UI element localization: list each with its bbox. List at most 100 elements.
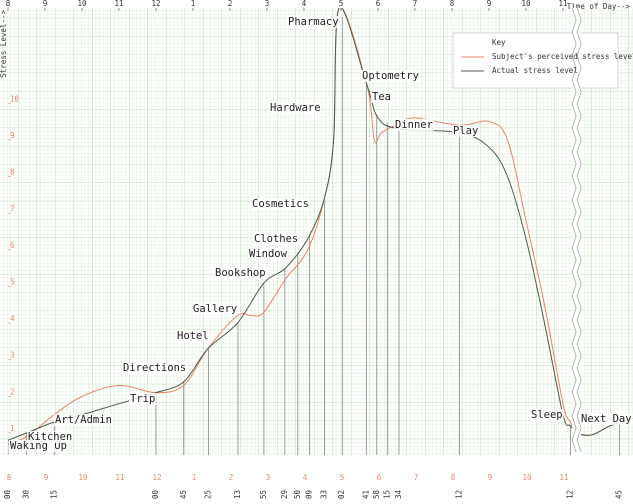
annotation: Optometry [362, 70, 419, 82]
break-zigzag [576, 7, 582, 453]
event-tick-label: 4.33 [319, 490, 328, 500]
x-tick-label: 8 [6, 0, 11, 8]
event-tick-label: 12.00 [151, 490, 160, 500]
x-tick-label: 6 [376, 0, 381, 8]
annotation: Hotel [177, 330, 209, 342]
event-tick-label: 11.12 [565, 490, 574, 500]
event-tick-label: 5.58 [372, 490, 381, 500]
event-tick-label: 8.12 [454, 490, 463, 500]
x-tick-label: 11 [114, 0, 123, 8]
y-tick-label: 9 [10, 131, 15, 140]
event-tick-label: 3.29 [280, 490, 289, 500]
event-tick-label: 5.02 [337, 490, 346, 500]
x-tick-label: 9 [487, 0, 492, 8]
x-tick-label: 10 [521, 0, 531, 8]
annotation-bg [394, 119, 434, 131]
x-tick-label: 12 [151, 0, 160, 8]
x-tick-label: 2 [228, 0, 233, 8]
annotation-bg [287, 16, 340, 28]
event-tick-label: 2.55 [259, 490, 268, 500]
annotation: Clothes [254, 233, 298, 245]
annotation: Next Day [581, 413, 632, 425]
legend-box [452, 32, 619, 89]
event-tick-label: 7.45 [615, 490, 624, 500]
event-tick-label: 6.15 [382, 490, 391, 500]
annotation: Kitchen [28, 431, 72, 443]
annotation-bg [361, 70, 420, 82]
y-tick-label: 3 [10, 351, 15, 360]
annotation: Hardware [270, 102, 321, 114]
x-tick-label-bottom: 9 [44, 473, 49, 482]
x-tick-label-bottom: 1 [192, 473, 197, 482]
x-tick-label: 4 [302, 0, 307, 8]
axis-break [572, 8, 582, 455]
x-tick-label: 8 [450, 0, 455, 8]
event-tick-label: 8.00 [3, 490, 12, 500]
y-tick-label: 7 [10, 204, 15, 213]
y-tick-label: 6 [10, 241, 15, 250]
event-tick-label: 8.30 [22, 490, 31, 500]
x-axis-label: Time of Day--> [567, 2, 631, 11]
annotation: Art/Admin [55, 414, 112, 426]
annotation: Window [249, 248, 288, 260]
x-tick-label-bottom: 8 [7, 473, 12, 482]
x-tick-label: 7 [413, 0, 418, 8]
x-tick-label: 3 [265, 0, 270, 8]
annotation: Directions [123, 362, 186, 374]
x-tick-label-bottom: 9 [488, 473, 493, 482]
legend-title: Key [492, 38, 506, 47]
x-tick-label: 9 [43, 0, 48, 8]
y-tick-label: 4 [10, 314, 15, 323]
event-tick-label: 2.13 [233, 490, 242, 500]
event-tick-label: 9.15 [49, 490, 58, 500]
y-tick-label: 1 [10, 424, 15, 433]
series-line [8, 8, 633, 445]
legend: Key [452, 32, 619, 89]
annotation-bg [530, 409, 564, 421]
y-tick-label: 5 [10, 277, 15, 286]
annotation: Bookshop [215, 267, 266, 279]
x-tick-label-bottom: 4 [303, 473, 308, 482]
event-tick-label: 1.25 [203, 490, 212, 500]
annotation-bg [122, 362, 188, 374]
x-tick-label-bottom: 11 [115, 473, 124, 482]
annotation-bg [54, 414, 113, 426]
annotation: Sleep [531, 409, 563, 421]
x-tick-label-bottom: 5 [340, 473, 345, 482]
annotation-bg [580, 413, 633, 425]
x-tick-label-bottom: 2 [229, 473, 234, 482]
annotation-bg [371, 91, 392, 103]
annotation: Dinner [395, 119, 433, 131]
x-tick-label-bottom: 10 [522, 473, 532, 482]
annotation-bg [176, 330, 210, 342]
annotation: Cosmetics [252, 198, 309, 210]
annotation-bg [192, 303, 239, 315]
x-tick-label: 5 [339, 0, 344, 8]
y-tick-label: 8 [10, 168, 15, 177]
y-tick-label: 2 [10, 387, 15, 396]
annotation: Play [453, 125, 478, 137]
event-tick-label: 4.09 [305, 490, 314, 500]
annotation-bg [129, 393, 157, 405]
annotation: Trip [130, 393, 155, 405]
event-tick-label: 6.34 [394, 490, 403, 500]
x-tick-label-bottom: 6 [377, 473, 382, 482]
break-zigzag [571, 7, 577, 453]
annotation-bg [248, 248, 288, 260]
annotation-bg [214, 267, 267, 279]
x-tick-label: 10 [77, 0, 87, 8]
x-tick-label-bottom: 8 [451, 473, 456, 482]
annotation: Gallery [193, 303, 237, 315]
x-tick-label-bottom: 11 [559, 473, 568, 482]
legend-label: Subject's perceived stress level [492, 52, 633, 61]
annotation-bg [253, 233, 300, 245]
annotation-bg [251, 198, 310, 210]
annotation-bg [452, 125, 480, 137]
annotation-bg [269, 102, 322, 114]
x-tick-label-bottom: 12 [152, 473, 161, 482]
event-tick-label: 3.50 [293, 490, 302, 500]
y-axis-label: Stress Level--> [0, 10, 8, 78]
annotation-bg [27, 431, 74, 443]
y-tick-label: 10 [10, 94, 20, 103]
